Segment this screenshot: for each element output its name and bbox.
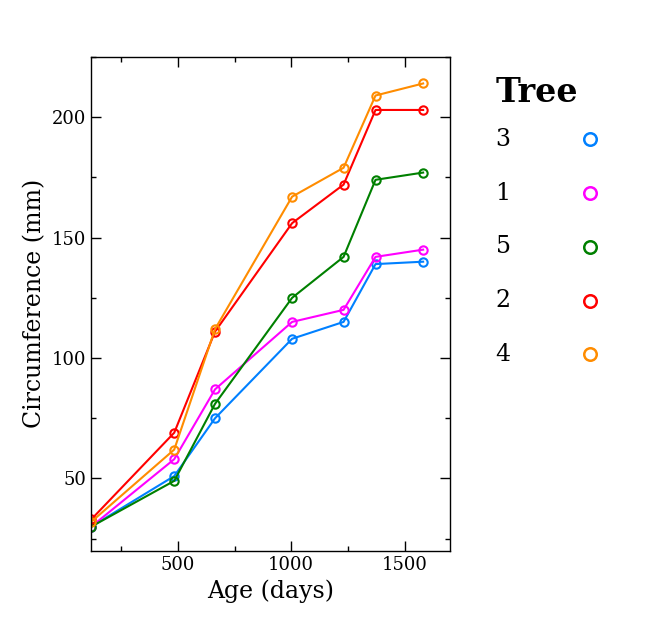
- 3: [211, 415, 219, 422]
- 3: [288, 335, 296, 342]
- 1: [372, 253, 379, 261]
- Text: 2: 2: [496, 289, 511, 312]
- Line: 4: 4: [87, 79, 427, 526]
- 3: [170, 472, 178, 480]
- X-axis label: Age (days): Age (days): [207, 579, 334, 603]
- Line: 2: 2: [87, 106, 427, 523]
- 1: [419, 246, 427, 253]
- 2: [419, 106, 427, 114]
- Text: 1: 1: [496, 182, 511, 204]
- Y-axis label: Circumference (mm): Circumference (mm): [23, 179, 46, 429]
- 4: [340, 164, 348, 172]
- 5: [170, 477, 178, 485]
- 4: [288, 193, 296, 201]
- Line: 3: 3: [87, 258, 427, 531]
- Line: 1: 1: [87, 246, 427, 531]
- 5: [419, 169, 427, 177]
- 5: [87, 523, 95, 530]
- 2: [170, 429, 178, 437]
- Text: 5: 5: [496, 235, 511, 258]
- 2: [211, 328, 219, 335]
- 2: [372, 106, 379, 114]
- 4: [419, 80, 427, 87]
- 3: [419, 258, 427, 265]
- 5: [372, 176, 379, 184]
- 5: [211, 400, 219, 408]
- 4: [211, 325, 219, 333]
- 1: [211, 385, 219, 393]
- 2: [340, 181, 348, 189]
- 1: [288, 318, 296, 326]
- 1: [340, 306, 348, 314]
- 3: [87, 523, 95, 530]
- 3: [340, 318, 348, 326]
- Text: 4: 4: [496, 343, 511, 366]
- 5: [340, 253, 348, 261]
- 1: [87, 523, 95, 530]
- Line: 5: 5: [87, 168, 427, 531]
- 3: [372, 260, 379, 268]
- 2: [87, 516, 95, 523]
- 4: [372, 92, 379, 99]
- 4: [87, 518, 95, 525]
- 4: [170, 446, 178, 453]
- 5: [288, 294, 296, 301]
- 2: [288, 220, 296, 227]
- 1: [170, 455, 178, 463]
- Text: Tree: Tree: [496, 76, 578, 109]
- Text: 3: 3: [496, 128, 511, 151]
